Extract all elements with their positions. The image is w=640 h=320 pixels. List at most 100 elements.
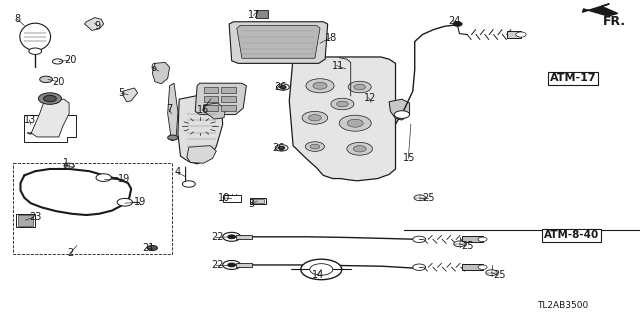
Text: TL2AB3500: TL2AB3500 xyxy=(538,301,589,310)
Bar xyxy=(221,96,236,102)
Text: 17: 17 xyxy=(248,10,260,20)
Circle shape xyxy=(308,115,321,121)
Polygon shape xyxy=(27,99,69,137)
Text: 22: 22 xyxy=(211,232,224,243)
Text: 7: 7 xyxy=(166,104,173,115)
Text: 16: 16 xyxy=(197,105,209,116)
Circle shape xyxy=(64,163,74,168)
Circle shape xyxy=(339,115,371,131)
Circle shape xyxy=(228,263,236,267)
Circle shape xyxy=(310,144,320,149)
Text: 26: 26 xyxy=(274,82,286,92)
Text: 26: 26 xyxy=(272,143,284,153)
Circle shape xyxy=(306,79,334,93)
Polygon shape xyxy=(195,83,246,115)
Text: 20: 20 xyxy=(52,76,65,87)
Circle shape xyxy=(147,245,157,251)
Polygon shape xyxy=(389,99,410,120)
Text: 1: 1 xyxy=(63,157,69,168)
Text: 23: 23 xyxy=(29,212,41,222)
Circle shape xyxy=(478,265,487,269)
Circle shape xyxy=(478,237,487,242)
Circle shape xyxy=(305,142,324,151)
Circle shape xyxy=(313,82,327,89)
Circle shape xyxy=(182,181,195,187)
Circle shape xyxy=(276,84,289,90)
Text: 20: 20 xyxy=(64,55,76,65)
Text: 22: 22 xyxy=(211,260,224,270)
Circle shape xyxy=(354,84,365,90)
Circle shape xyxy=(275,145,288,151)
Bar xyxy=(204,105,218,111)
Text: 11: 11 xyxy=(332,60,344,71)
Circle shape xyxy=(348,119,364,127)
Bar xyxy=(236,235,252,239)
Bar xyxy=(13,163,172,254)
Text: 14: 14 xyxy=(312,269,324,280)
Bar xyxy=(256,10,268,18)
Circle shape xyxy=(96,174,111,181)
Bar xyxy=(236,263,252,267)
Text: FR.: FR. xyxy=(603,15,626,28)
Polygon shape xyxy=(168,83,178,141)
Text: 3: 3 xyxy=(248,199,255,209)
Text: 12: 12 xyxy=(364,92,376,103)
Polygon shape xyxy=(152,62,170,84)
Text: ATM-17: ATM-17 xyxy=(550,73,596,84)
Text: 18: 18 xyxy=(325,33,337,43)
Circle shape xyxy=(44,95,56,102)
Bar xyxy=(250,198,266,204)
Text: 10: 10 xyxy=(218,193,230,203)
Polygon shape xyxy=(289,57,396,181)
Text: 9: 9 xyxy=(95,21,101,31)
Polygon shape xyxy=(237,26,320,58)
Text: ATM-8-40: ATM-8-40 xyxy=(544,230,599,240)
Circle shape xyxy=(302,111,328,124)
Text: 8: 8 xyxy=(14,13,20,24)
Circle shape xyxy=(310,264,333,275)
Bar xyxy=(462,264,483,270)
Text: 5: 5 xyxy=(118,88,125,99)
Circle shape xyxy=(29,48,42,54)
Bar xyxy=(204,96,218,102)
Polygon shape xyxy=(24,115,76,142)
Circle shape xyxy=(301,259,342,280)
Text: 25: 25 xyxy=(493,270,506,280)
Polygon shape xyxy=(178,95,223,164)
Text: 2: 2 xyxy=(67,248,74,259)
Circle shape xyxy=(223,260,241,269)
Circle shape xyxy=(168,135,178,140)
Bar xyxy=(18,215,33,226)
Circle shape xyxy=(280,85,286,89)
Circle shape xyxy=(331,98,354,110)
Bar xyxy=(462,236,483,242)
Text: 6: 6 xyxy=(150,63,157,73)
Circle shape xyxy=(228,235,236,239)
Polygon shape xyxy=(582,4,618,16)
Circle shape xyxy=(394,111,410,118)
Circle shape xyxy=(453,22,462,26)
Bar xyxy=(507,31,521,38)
Text: 25: 25 xyxy=(461,241,474,251)
Bar xyxy=(204,87,218,93)
Circle shape xyxy=(347,142,372,155)
Text: 19: 19 xyxy=(134,197,147,207)
Circle shape xyxy=(348,81,371,93)
Text: 4: 4 xyxy=(174,167,180,177)
Text: 13: 13 xyxy=(24,115,36,125)
Circle shape xyxy=(52,59,63,64)
Circle shape xyxy=(486,270,497,276)
Polygon shape xyxy=(229,22,328,63)
Bar xyxy=(223,195,241,202)
Bar xyxy=(221,105,236,111)
Circle shape xyxy=(40,76,52,83)
Circle shape xyxy=(223,232,241,241)
Polygon shape xyxy=(187,146,216,163)
Bar xyxy=(221,87,236,93)
Text: 25: 25 xyxy=(422,193,435,203)
Circle shape xyxy=(454,241,465,247)
Circle shape xyxy=(337,101,348,107)
Polygon shape xyxy=(123,88,138,102)
Circle shape xyxy=(278,146,285,149)
Circle shape xyxy=(413,236,426,243)
